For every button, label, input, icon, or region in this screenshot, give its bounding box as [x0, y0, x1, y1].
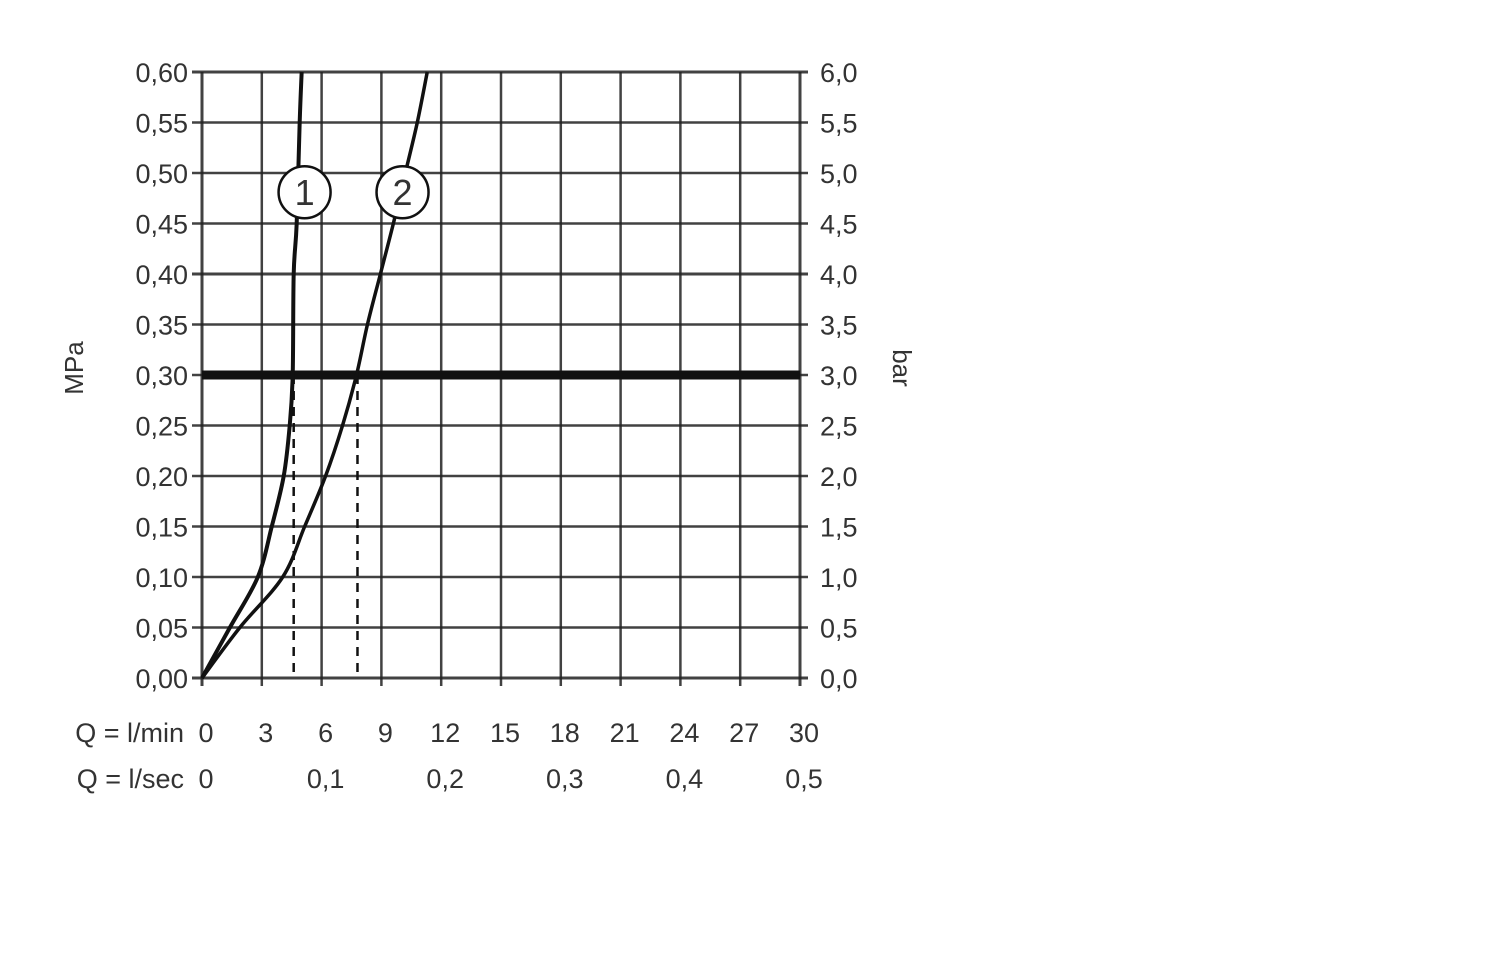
y-tick-label-left: 0,30	[135, 361, 188, 391]
x-axis-label-lsec: Q = l/sec	[77, 764, 184, 794]
y-tick-label-right: 5,5	[820, 109, 858, 139]
x-tick-label-lmin: 30	[789, 718, 819, 748]
x-tick-label-lsec: 0,5	[785, 764, 823, 794]
x-tick-label-lmin: 6	[318, 718, 333, 748]
series-label-2: 2	[393, 172, 413, 213]
y-tick-label-left: 0,40	[135, 260, 188, 290]
y-tick-label-left: 0,45	[135, 210, 188, 240]
reference-lines	[202, 370, 800, 678]
x-tick-label-lsec: 0,1	[307, 764, 345, 794]
x-tick-label-lmin: 27	[729, 718, 759, 748]
y-tick-label-left: 0,55	[135, 109, 188, 139]
y-tick-label-right: 6,0	[820, 58, 858, 88]
y-tick-label-left: 0,00	[135, 664, 188, 694]
y-tick-label-right: 2,5	[820, 412, 858, 442]
y-axis-label-left: MPa	[59, 341, 89, 395]
x-tick-label-lmin: 24	[669, 718, 699, 748]
x-tick-label-lsec: 0,2	[426, 764, 464, 794]
y-tick-label-left: 0,05	[135, 614, 188, 644]
tick-labels: 0,00 0,00,05 0,50,10 1,00,15 1,50,20 2,00,25 2…	[135, 58, 857, 794]
y-tick-label-right: 1,5	[820, 513, 858, 543]
series-label-1: 1	[295, 172, 315, 213]
x-tick-label-lmin: 15	[490, 718, 520, 748]
y-tick-label-left: 0,25	[135, 412, 188, 442]
y-tick-label-left: 0,10	[135, 563, 188, 593]
y-tick-label-right: 1,0	[820, 563, 858, 593]
x-tick-label-lmin: 0	[198, 718, 213, 748]
x-tick-label-lsec: 0	[198, 764, 213, 794]
x-tick-label-lsec: 0,4	[666, 764, 704, 794]
x-tick-label-lmin: 18	[550, 718, 580, 748]
y-tick-label-left: 0,60	[135, 58, 188, 88]
x-tick-label-lsec: 0,3	[546, 764, 584, 794]
series-marker-circle-2	[375, 164, 430, 220]
series-marker-circle-1	[277, 164, 332, 220]
x-tick-label-lmin: 9	[378, 718, 393, 748]
y-tick-label-right: 3,5	[820, 311, 858, 341]
y-tick-label-right: 0,0	[820, 664, 858, 694]
y-tick-label-left: 0,20	[135, 462, 188, 492]
y-tick-label-left: 0,50	[135, 159, 188, 189]
y-tick-label-right: 5,0	[820, 159, 858, 189]
x-tick-label-lmin: 21	[610, 718, 640, 748]
y-tick-label-left: 0,35	[135, 311, 188, 341]
x-tick-label-lmin: 3	[258, 718, 273, 748]
y-tick-label-right: 2,0	[820, 462, 858, 492]
y-tick-label-right: 3,0	[820, 361, 858, 391]
x-tick-label-lmin: 12	[430, 718, 460, 748]
y-tick-label-right: 4,5	[820, 210, 858, 240]
x-axis-label-lmin: Q = l/min	[75, 718, 184, 748]
y-tick-label-right: 4,0	[820, 260, 858, 290]
y-axis-label-right: bar	[887, 349, 917, 387]
y-tick-label-right: 0,5	[820, 614, 858, 644]
y-tick-label-left: 0,15	[135, 513, 188, 543]
